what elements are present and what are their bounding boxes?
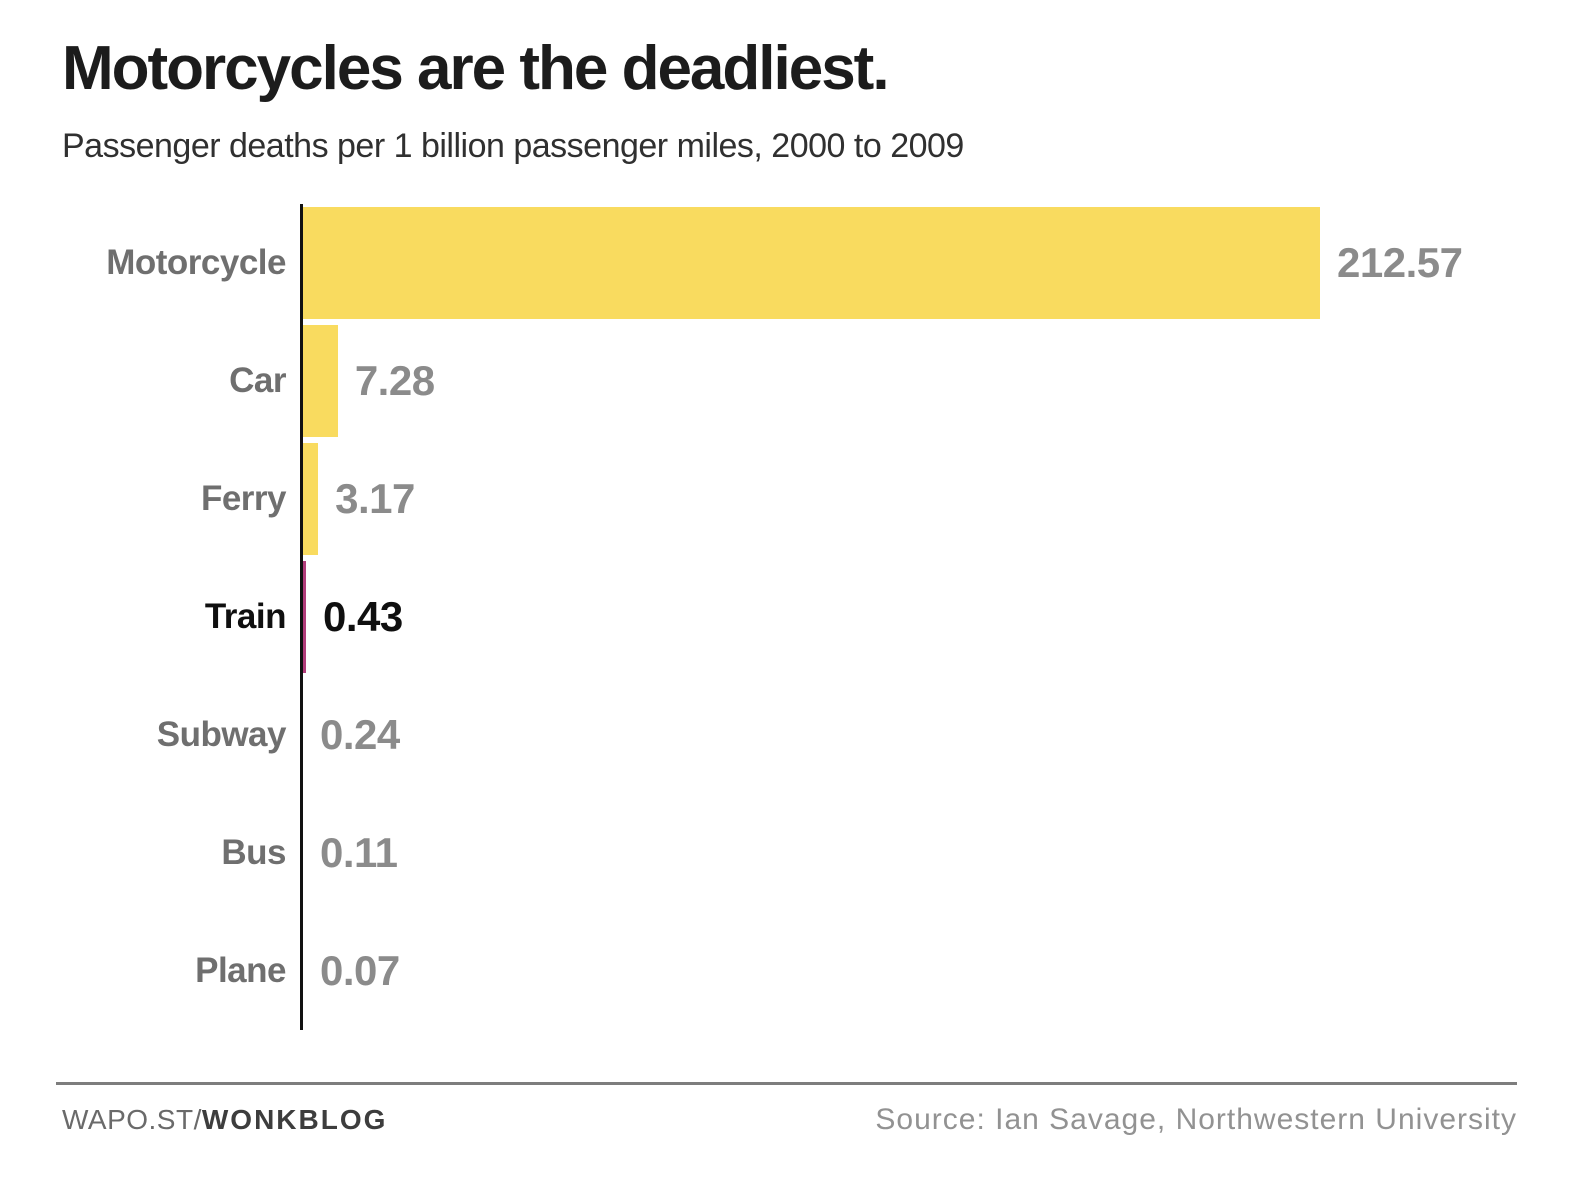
bar-chart: Motorcycle 212.57 Car 7.28 Ferry 3.17 Tr… (62, 204, 1517, 1031)
brand-prefix: WAPO.ST/ (62, 1104, 202, 1136)
value-label: 0.43 (323, 593, 403, 641)
chart-row: Car 7.28 (62, 322, 1517, 441)
chart-title: Motorcycles are the deadliest. (62, 34, 890, 103)
category-label: Motorcycle (106, 243, 286, 283)
plot-area: 0.24 (300, 676, 1517, 795)
brand-bold: WONKBLOG (201, 1104, 388, 1136)
value-label: 212.57 (1337, 239, 1463, 287)
category-label: Bus (221, 833, 286, 873)
chart-row: Ferry 3.17 (62, 440, 1517, 559)
value-label: 7.28 (354, 357, 435, 405)
footer-divider (56, 1082, 1517, 1086)
plot-area: 7.28 (300, 322, 1517, 441)
chart-row: Train 0.43 (62, 558, 1517, 677)
chart-row: Bus 0.11 (62, 794, 1517, 913)
chart-subtitle: Passenger deaths per 1 billion passenger… (62, 127, 964, 166)
bar (303, 325, 338, 438)
chart-row: Subway 0.24 (62, 676, 1517, 795)
plot-area: 0.11 (300, 794, 1517, 913)
bar (303, 443, 319, 556)
wonkblog-brand: WAPO.ST/WONKBLOG (62, 1104, 387, 1136)
category-label: Plane (195, 951, 286, 991)
plot-area: 212.57 (300, 204, 1517, 323)
value-label: 0.11 (320, 829, 398, 877)
chart-row: Motorcycle 212.57 (62, 204, 1517, 323)
category-label: Ferry (200, 479, 287, 519)
category-label: Train (204, 597, 287, 637)
footer: WAPO.ST/WONKBLOG Source: Ian Savage, Nor… (56, 1082, 1517, 1137)
category-label: Subway (156, 715, 287, 755)
source-credit: Source: Ian Savage, Northwestern Univers… (875, 1103, 1517, 1137)
plot-area: 0.43 (300, 558, 1517, 677)
value-label: 0.24 (320, 711, 400, 759)
plot-area: 0.07 (300, 912, 1517, 1031)
chart-row: Plane 0.07 (62, 912, 1517, 1031)
plot-area: 3.17 (300, 440, 1517, 559)
value-label: 3.17 (335, 475, 415, 523)
value-label: 0.07 (320, 947, 400, 995)
category-label: Car (229, 361, 286, 401)
bar (303, 561, 306, 674)
bar (303, 207, 1320, 320)
